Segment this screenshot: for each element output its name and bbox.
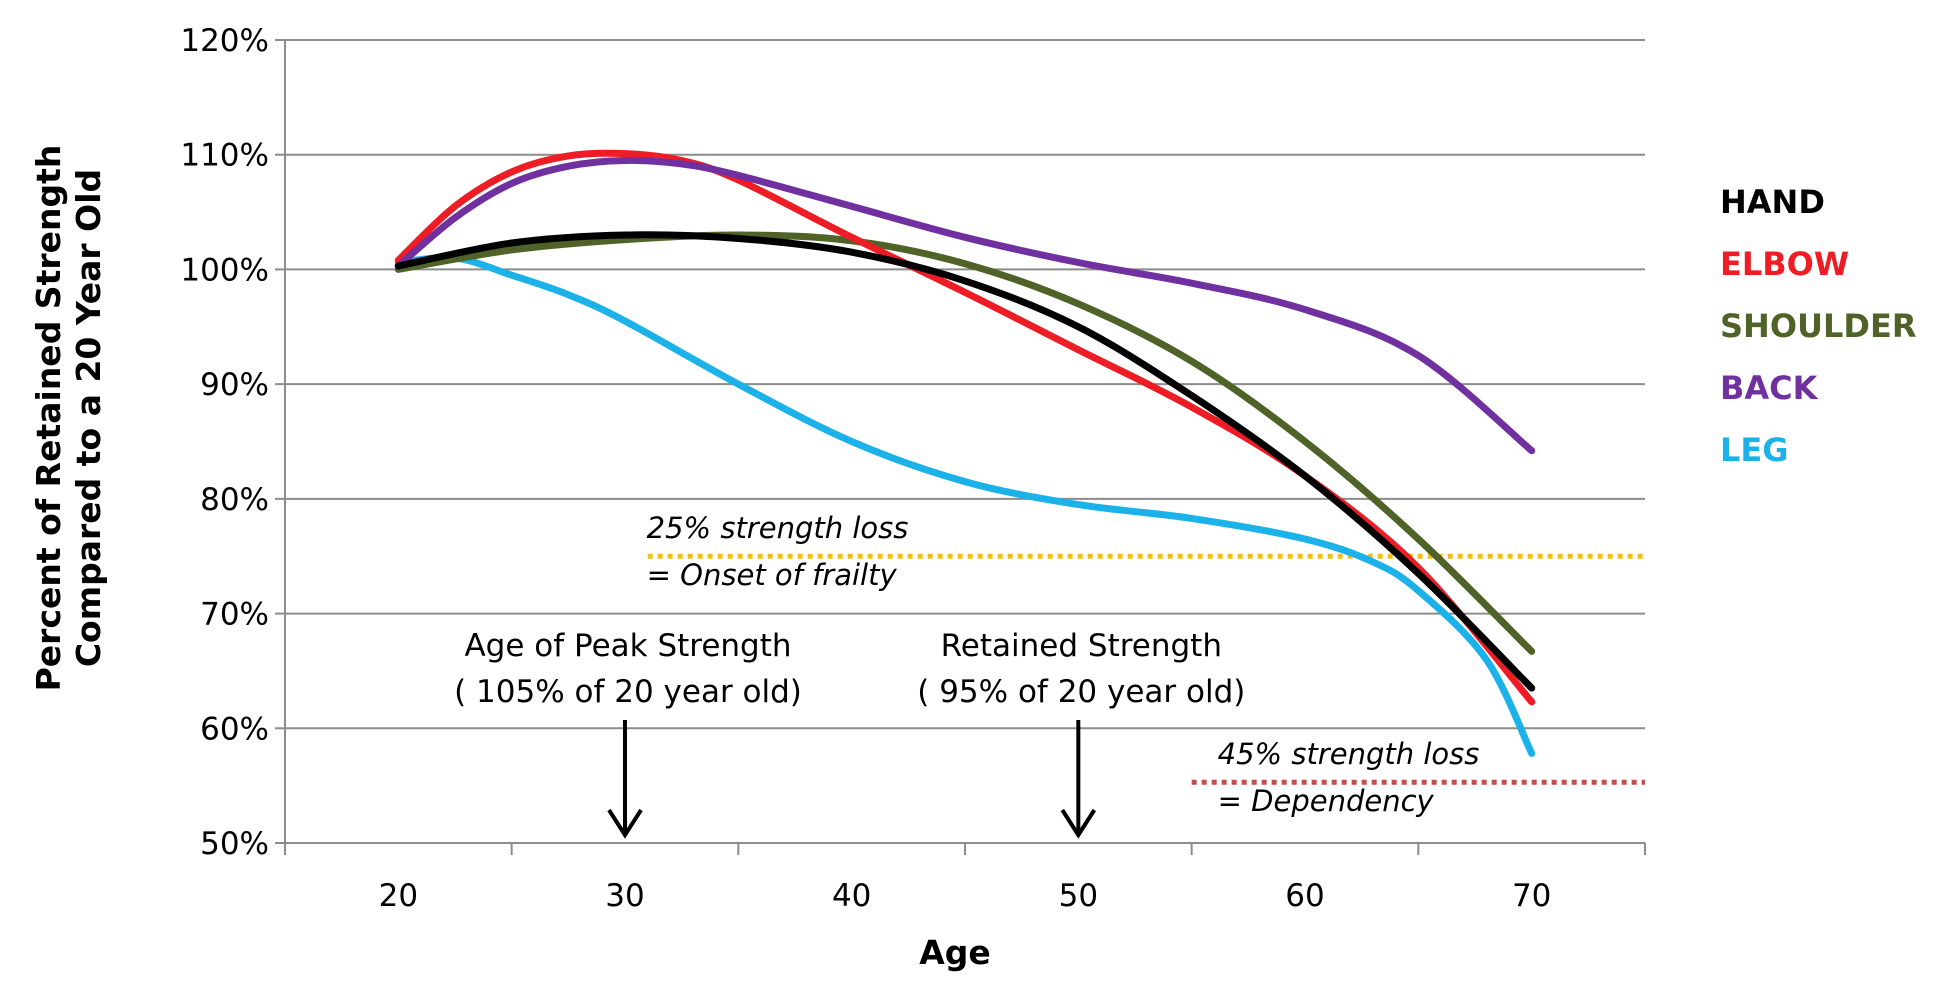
y-tick-label: 60% bbox=[200, 711, 269, 747]
arrow-label-bottom-1: ( 105% of 20 year old) bbox=[454, 674, 802, 710]
reference-label-top-2: 45% strength loss bbox=[1218, 737, 1480, 771]
arrow-head-2 bbox=[1060, 808, 1097, 839]
reference-label-bottom-2: = Dependency bbox=[1218, 784, 1435, 818]
x-tick-label: 60 bbox=[1285, 878, 1324, 914]
arrow-label-top-1: Age of Peak Strength bbox=[464, 628, 791, 664]
arrow-label-bottom-2: ( 95% of 20 year old) bbox=[917, 674, 1245, 710]
arrow-label-top-2: Retained Strength bbox=[941, 628, 1222, 664]
arrow-head-1 bbox=[607, 808, 643, 839]
y-tick-label: 80% bbox=[200, 482, 269, 518]
legend-item-back: BACK bbox=[1720, 369, 1819, 407]
series-lines bbox=[394, 149, 1536, 757]
x-tick-label: 40 bbox=[832, 878, 871, 914]
y-axis: 50% 60% 70% 80% 90% 100% 110% 120% bbox=[180, 23, 286, 862]
reference-lines: 25% strength loss = Onset of frailty 45% s… bbox=[647, 511, 1645, 818]
y-tick-label: 120% bbox=[180, 23, 269, 59]
y-axis-title: Percent of Retained Strength Compared to… bbox=[29, 145, 108, 692]
reference-label-top-1: 25% strength loss bbox=[647, 511, 909, 545]
x-tick-label: 20 bbox=[379, 878, 418, 914]
series-line-back bbox=[394, 156, 1536, 455]
series-line-leg bbox=[394, 254, 1536, 757]
x-tick-label: 50 bbox=[1059, 878, 1098, 914]
legend-item-hand: HAND bbox=[1720, 183, 1825, 221]
y-tick-label: 100% bbox=[180, 252, 269, 288]
legend-item-shoulder: SHOULDER bbox=[1720, 307, 1916, 345]
y-axis-title-line-1: Percent of Retained Strength bbox=[29, 145, 68, 692]
reference-label-bottom-1: = Onset of frailty bbox=[647, 558, 898, 592]
x-axis: 20 30 40 50 60 70 bbox=[284, 842, 1646, 914]
x-tick-label: 70 bbox=[1512, 878, 1551, 914]
y-tick-label: 50% bbox=[200, 826, 269, 862]
y-axis-title-line-2: Compared to a 20 Year Old bbox=[69, 169, 108, 667]
gridlines bbox=[285, 39, 1645, 844]
x-axis-title: Age bbox=[919, 933, 991, 972]
legend: HAND ELBOW SHOULDER BACK LEG bbox=[1720, 183, 1916, 469]
y-tick-label: 70% bbox=[200, 597, 269, 633]
y-tick-label: 90% bbox=[200, 367, 269, 403]
legend-item-elbow: ELBOW bbox=[1720, 245, 1849, 283]
annotation-arrows: Age of Peak Strength ( 105% of 20 year ol… bbox=[454, 628, 1245, 839]
y-tick-label: 110% bbox=[180, 138, 269, 174]
series-line-shoulder bbox=[394, 231, 1536, 655]
legend-item-leg: LEG bbox=[1720, 431, 1789, 469]
x-tick-label: 30 bbox=[605, 878, 644, 914]
series-line-hand bbox=[394, 231, 1536, 692]
